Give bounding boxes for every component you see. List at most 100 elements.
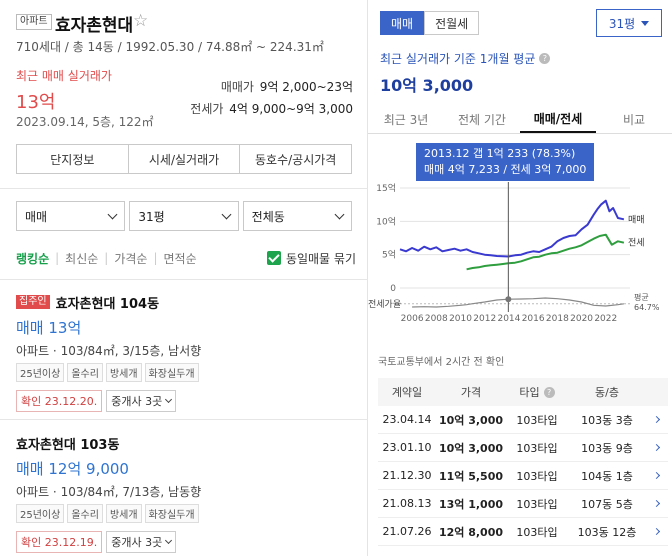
row-arrow: [646, 443, 666, 452]
y-tick-label: 10억: [376, 215, 396, 227]
trade-floor: 107동 5층: [581, 497, 633, 511]
help-icon[interactable]: ?: [543, 386, 555, 398]
area-value: 31평: [138, 209, 165, 224]
trade-date: 23.01.10: [382, 441, 432, 454]
recent-sale-date: 2023.09.14, 5층, 122㎡: [16, 115, 154, 129]
sort-price[interactable]: 가격순: [114, 251, 148, 266]
row-arrow: [646, 415, 666, 424]
owner-tag: 집주인: [16, 295, 50, 309]
tab-price[interactable]: 시세/실거래가: [129, 145, 241, 173]
table-row[interactable]: 21.08.13 13억 1,000 103타입 107동 5층: [378, 490, 668, 518]
trade-price: 10억 3,000: [438, 441, 504, 455]
trade-floor: 103동 3층: [581, 413, 633, 427]
toggle-sale[interactable]: 매매: [380, 11, 425, 35]
group-same-listing-toggle[interactable]: 동일매물 묶기: [266, 250, 356, 267]
trade-table: 계약일 가격 타입 ? 동/층 23.04.14 10억 3,000 103타입…: [378, 378, 668, 546]
trade-type-select[interactable]: 매매: [16, 201, 126, 231]
trade-toggle: 매매 전월세: [380, 11, 480, 35]
pyeong-select[interactable]: 31평: [596, 9, 662, 37]
sort-area[interactable]: 면적순: [163, 251, 197, 266]
avg-price-label-text: 최근 실거래가 기준 1개월 평균: [380, 52, 536, 66]
sort-row: 랭킹순 | 최신순 | 가격순 | 면적순 동일매물 묶기: [16, 249, 356, 267]
area-select[interactable]: 31평: [129, 201, 239, 231]
group-same-listing-label: 동일매물 묶기: [285, 251, 356, 266]
section-divider: [0, 419, 368, 420]
building-select[interactable]: 전체동: [242, 201, 352, 231]
tab-all-period[interactable]: 전체 기간: [458, 113, 506, 127]
help-icon[interactable]: ?: [539, 53, 551, 64]
trade-floor: 104동 1층: [581, 469, 633, 483]
complex-info: 710세대 / 총 14동 / 1992.05.30 / 74.88㎡ ~ 22…: [16, 40, 324, 54]
tab-complex-info[interactable]: 단지정보: [17, 145, 129, 173]
table-row[interactable]: 21.07.26 12억 8,000 103타입 103동 12층: [378, 518, 668, 546]
filter-row: 매매 31평 전체동: [16, 201, 352, 231]
tab-recent-3y[interactable]: 최근 3년: [383, 113, 429, 127]
y-tick-label: 15억: [376, 182, 396, 194]
chart-tooltip: 2013.12 갭 1억 233 (78.3%) 매매 4억 7,233 / 전…: [416, 143, 594, 181]
recent-sale-price: 13억: [16, 92, 56, 113]
listing-price: 매매 13억: [16, 319, 82, 337]
agents-dropdown[interactable]: 중개사 3곳: [106, 531, 177, 553]
x-tick-label: 2018: [546, 314, 569, 322]
sort-ranking[interactable]: 랭킹순: [16, 251, 50, 266]
x-tick-label: 2008: [425, 314, 448, 322]
trade-price: 11억 5,500: [438, 469, 504, 483]
listing-tag: 올수리: [67, 363, 103, 382]
row-arrow: [646, 527, 666, 536]
listing-head: 효자촌현대 103동: [16, 434, 352, 453]
listing-spec: 아파트 · 103/84㎡, 7/13층, 남동향: [16, 485, 202, 499]
x-tick-label: 2012: [473, 314, 496, 322]
listing-tag: 방세개: [105, 363, 142, 382]
y-tick-label: 5억: [382, 249, 396, 261]
listing-confirm-row: 확인 23.12.19. 중개사 3곳: [16, 531, 352, 553]
period-tabs: 최근 3년 전체 기간 매매/전세 비교: [368, 106, 672, 134]
highlight-point: [505, 296, 512, 303]
agents-dropdown[interactable]: 중개사 3곳: [106, 390, 177, 412]
x-tick-label: 2014: [497, 314, 520, 322]
agents-label: 중개사 3곳: [111, 536, 163, 549]
gap-rate-label: 전세가율: [368, 299, 401, 310]
listing-panel: 아파트 효자촌현대 ☆ 710세대 / 총 14동 / 1992.05.30 /…: [0, 0, 368, 556]
complex-tabbar: 단지정보 시세/실거래가 동호수/공시가격: [16, 144, 352, 174]
x-tick-label: 2010: [449, 314, 472, 322]
tooltip-line2: 매매 4억 7,233 / 전세 3억 7,000: [424, 163, 587, 176]
section-divider: [0, 188, 368, 189]
sort-latest[interactable]: 최신순: [65, 251, 99, 266]
favorite-star-icon[interactable]: ☆: [133, 11, 149, 31]
chevron-right-icon: [652, 471, 660, 480]
listing-confirm-row: 확인 23.12.20. 중개사 3곳: [16, 390, 352, 412]
listing-name: 효자촌현대 104동: [55, 296, 160, 312]
list-item[interactable]: 집주인 효자촌현대 104동 매매 13억 아파트 · 103/84㎡, 3/1…: [16, 293, 352, 412]
row-arrow: [646, 499, 666, 508]
pyeong-value: 31평: [608, 16, 636, 31]
listing-tags: 25년이상 올수리 방세개 화장실두개: [16, 504, 352, 523]
x-tick-label: 2022: [594, 314, 617, 322]
y-tick-label: 0: [390, 284, 396, 294]
chevron-down-icon: [334, 209, 345, 219]
tab-unit-price[interactable]: 동호수/공시가격: [255, 152, 337, 167]
table-row[interactable]: 21.12.30 11억 5,500 103타입 104동 1층: [378, 462, 668, 490]
jeonse-range-label: 전세가: [190, 102, 224, 116]
header-floor: 동/층: [595, 386, 619, 399]
series-label: 매매: [628, 214, 645, 225]
complex-title: 효자촌현대: [55, 16, 134, 36]
listing-tag: 25년이상: [16, 504, 65, 523]
listing-tag: 화장실두개: [144, 504, 199, 523]
sort-separator: |: [55, 251, 60, 265]
tab-compare[interactable]: 비교: [622, 113, 646, 127]
chevron-down-icon: [221, 209, 232, 219]
jeonse-range-value: 4억 9,000~9억 3,000: [229, 102, 353, 116]
chevron-right-icon: [652, 499, 660, 508]
listing-tags: 25년이상 올수리 방세개 화장실두개: [16, 363, 352, 382]
list-item[interactable]: 효자촌현대 103동 매매 12억 9,000 아파트 · 103/84㎡, 7…: [16, 434, 352, 553]
tab-sale-jeonse[interactable]: 매매/전세: [520, 106, 596, 133]
building-value: 전체동: [251, 209, 285, 224]
trade-type: 103타입: [516, 525, 558, 539]
listing-price: 매매 12억 9,000: [16, 460, 129, 478]
toggle-rent[interactable]: 전월세: [424, 11, 480, 35]
checkbox-checked-icon[interactable]: [266, 251, 281, 265]
table-row[interactable]: 23.01.10 10억 3,000 103타입 103동 9층: [378, 434, 668, 462]
table-row[interactable]: 23.04.14 10억 3,000 103타입 103동 3층: [378, 406, 668, 434]
chevron-down-icon: [165, 395, 173, 404]
